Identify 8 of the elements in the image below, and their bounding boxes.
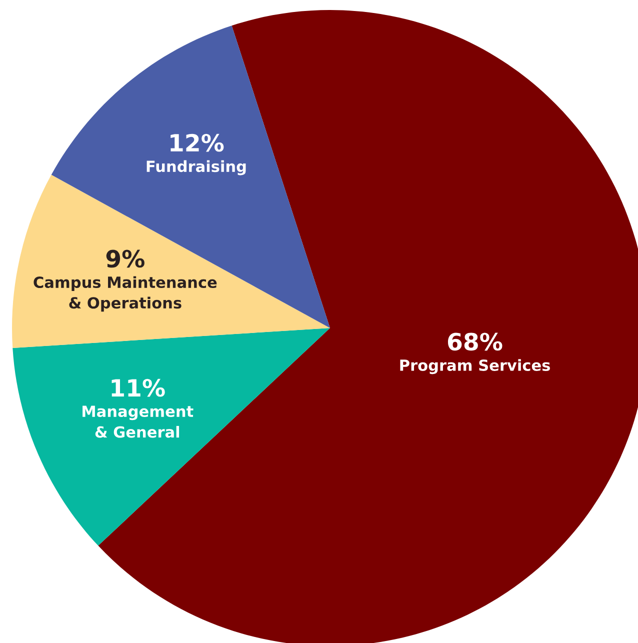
data-label: 11% — [112, 378, 165, 397]
data-label: 12% — [170, 134, 224, 152]
slice-label: Management & General — [82, 406, 194, 438]
data-label: 9% — [106, 250, 144, 268]
slice-label: Program Services — [400, 359, 550, 374]
data-label: 68% — [448, 332, 502, 351]
slice-label: Campus Maintenance & Operations — [34, 276, 217, 312]
slice-label: Fundraising — [146, 160, 246, 176]
